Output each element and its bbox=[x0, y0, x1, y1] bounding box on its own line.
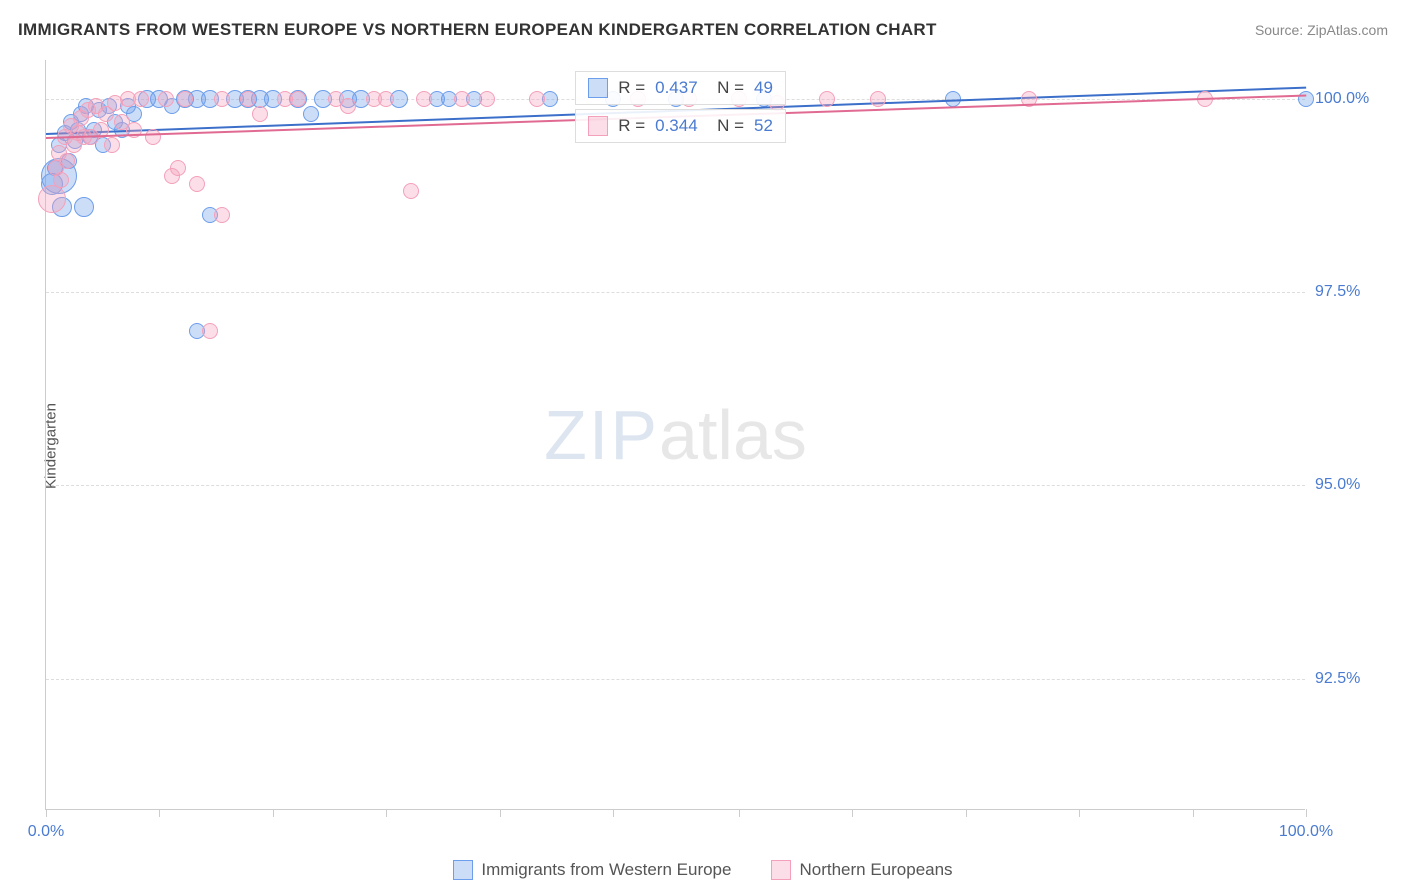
scatter-point bbox=[133, 91, 149, 107]
x-tick bbox=[273, 809, 274, 817]
scatter-point bbox=[303, 106, 319, 122]
scatter-point bbox=[290, 91, 306, 107]
legend-label: Northern Europeans bbox=[799, 860, 952, 880]
scatter-point bbox=[819, 91, 835, 107]
chart-container: IMMIGRANTS FROM WESTERN EUROPE VS NORTHE… bbox=[0, 0, 1406, 892]
scatter-point bbox=[240, 91, 256, 107]
x-tick bbox=[500, 809, 501, 817]
y-tick-label: 92.5% bbox=[1315, 670, 1395, 688]
scatter-point bbox=[378, 91, 394, 107]
x-tick bbox=[1079, 809, 1080, 817]
gridline bbox=[46, 679, 1305, 680]
scatter-point bbox=[870, 91, 886, 107]
scatter-point bbox=[104, 137, 120, 153]
x-tick bbox=[966, 809, 967, 817]
x-tick bbox=[386, 809, 387, 817]
stats-r-value: 0.344 bbox=[655, 116, 698, 136]
stats-r-label: R = bbox=[618, 116, 645, 136]
scatter-point bbox=[1298, 91, 1314, 107]
scatter-point bbox=[403, 183, 419, 199]
y-tick-label: 100.0% bbox=[1315, 90, 1395, 108]
scatter-point bbox=[53, 172, 69, 188]
plot-area: ZIPatlas 92.5%95.0%97.5%100.0%0.0%100.0%… bbox=[45, 60, 1305, 810]
stats-n-label: N = bbox=[708, 78, 744, 98]
scatter-point bbox=[340, 98, 356, 114]
x-tick-label: 100.0% bbox=[1279, 823, 1333, 841]
scatter-point bbox=[479, 91, 495, 107]
scatter-point bbox=[74, 197, 94, 217]
legend-item: Immigrants from Western Europe bbox=[453, 860, 731, 880]
legend: Immigrants from Western Europe Northern E… bbox=[0, 860, 1406, 880]
stats-swatch bbox=[588, 116, 608, 136]
scatter-point bbox=[170, 160, 186, 176]
stats-n-value: 49 bbox=[754, 78, 773, 98]
scatter-point bbox=[189, 176, 205, 192]
scatter-point bbox=[158, 91, 174, 107]
stats-n-value: 52 bbox=[754, 116, 773, 136]
stats-n-label: N = bbox=[708, 116, 744, 136]
scatter-point bbox=[214, 91, 230, 107]
watermark-part2: atlas bbox=[659, 396, 807, 474]
watermark: ZIPatlas bbox=[544, 395, 807, 475]
gridline bbox=[46, 485, 1305, 486]
stats-swatch bbox=[588, 78, 608, 98]
watermark-part1: ZIP bbox=[544, 396, 659, 474]
scatter-point bbox=[529, 91, 545, 107]
legend-item: Northern Europeans bbox=[771, 860, 952, 880]
chart-title: IMMIGRANTS FROM WESTERN EUROPE VS NORTHE… bbox=[18, 20, 937, 40]
y-tick-label: 97.5% bbox=[1315, 283, 1395, 301]
scatter-point bbox=[202, 323, 218, 339]
x-tick bbox=[1193, 809, 1194, 817]
legend-swatch bbox=[453, 860, 473, 880]
y-tick-label: 95.0% bbox=[1315, 476, 1395, 494]
legend-swatch bbox=[771, 860, 791, 880]
scatter-point bbox=[214, 207, 230, 223]
scatter-point bbox=[454, 91, 470, 107]
scatter-point bbox=[38, 185, 66, 213]
x-tick-label: 0.0% bbox=[28, 823, 64, 841]
scatter-point bbox=[145, 129, 161, 145]
scatter-point bbox=[252, 106, 268, 122]
source-label: Source: ZipAtlas.com bbox=[1255, 22, 1388, 38]
stats-box: R = 0.344 N = 52 bbox=[575, 109, 786, 143]
title-bar: IMMIGRANTS FROM WESTERN EUROPE VS NORTHE… bbox=[18, 20, 1388, 40]
legend-label: Immigrants from Western Europe bbox=[481, 860, 731, 880]
stats-r-label: R = bbox=[618, 78, 645, 98]
x-tick bbox=[739, 809, 740, 817]
x-tick bbox=[1306, 809, 1307, 817]
x-tick bbox=[159, 809, 160, 817]
x-tick bbox=[613, 809, 614, 817]
scatter-point bbox=[177, 91, 193, 107]
x-tick bbox=[852, 809, 853, 817]
stats-box: R = 0.437 N = 49 bbox=[575, 71, 786, 105]
scatter-point bbox=[59, 153, 75, 169]
gridline bbox=[46, 292, 1305, 293]
stats-r-value: 0.437 bbox=[655, 78, 698, 98]
x-tick bbox=[46, 809, 47, 817]
scatter-point bbox=[416, 91, 432, 107]
